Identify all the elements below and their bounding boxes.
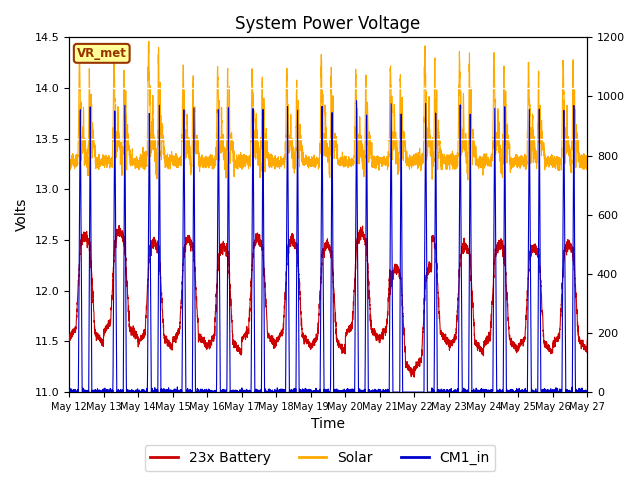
Legend: 23x Battery, Solar, CM1_in: 23x Battery, Solar, CM1_in xyxy=(145,445,495,471)
X-axis label: Time: Time xyxy=(311,418,345,432)
Text: VR_met: VR_met xyxy=(77,47,127,60)
Title: System Power Voltage: System Power Voltage xyxy=(236,15,420,33)
Y-axis label: Volts: Volts xyxy=(15,198,29,231)
